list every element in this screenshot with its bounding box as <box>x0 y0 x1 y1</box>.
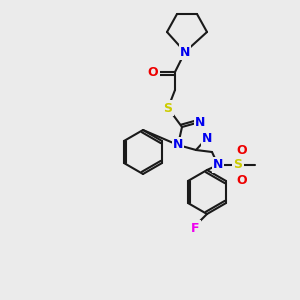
Text: N: N <box>173 139 183 152</box>
Text: S: S <box>233 158 242 172</box>
Text: N: N <box>195 116 205 128</box>
Text: N: N <box>213 158 223 172</box>
Text: O: O <box>237 173 247 187</box>
Text: O: O <box>237 143 247 157</box>
Text: N: N <box>202 131 212 145</box>
Text: O: O <box>148 65 158 79</box>
Text: N: N <box>180 46 190 59</box>
Text: F: F <box>191 221 199 235</box>
Text: S: S <box>164 101 172 115</box>
